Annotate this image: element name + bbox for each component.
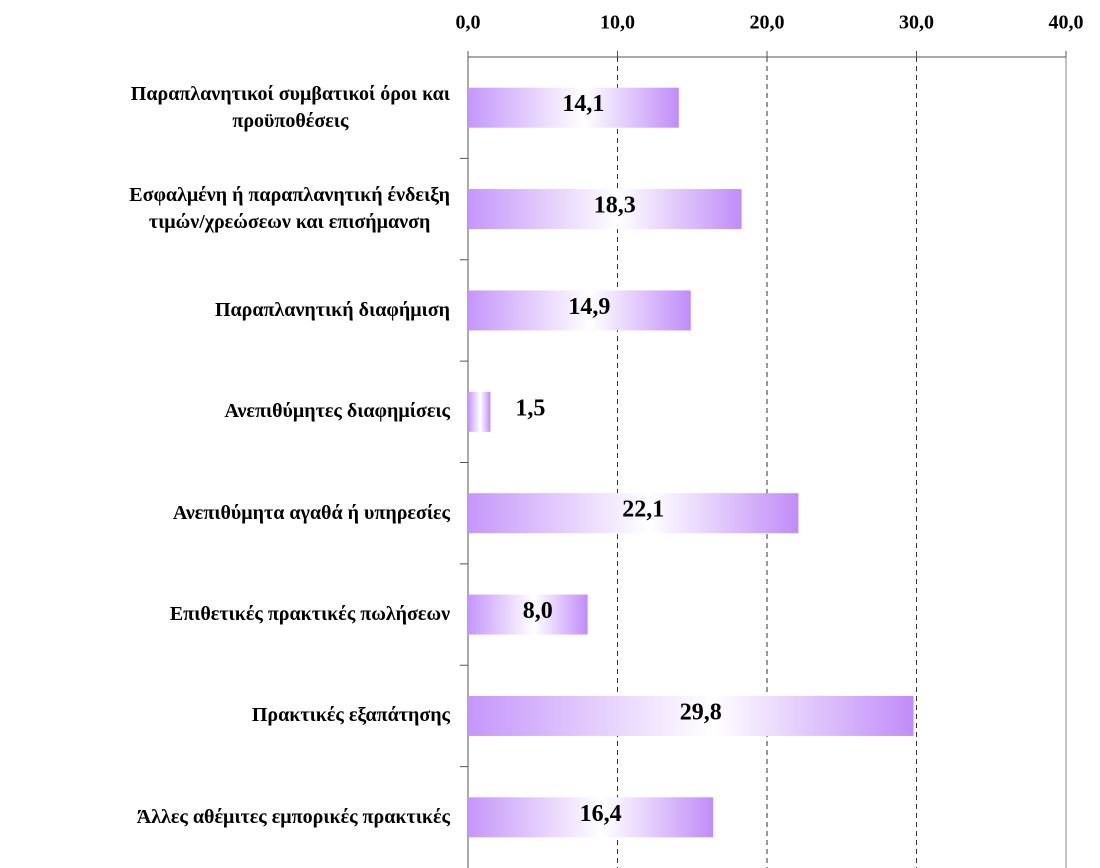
x-tick-label: 40,0 xyxy=(1049,12,1084,34)
category-text: Παραπλανητικοί συμβατικοί όροι και προϋπ… xyxy=(130,82,450,132)
category-label: Πρακτικές εξαπάτησης xyxy=(0,681,450,751)
category-text: Παραπλανητική διαφήμιση xyxy=(214,298,450,321)
category-text: Ανεπιθύμητα αγαθά ή υπηρεσίες xyxy=(172,501,450,524)
category-text: Πρακτικές εξαπάτησης xyxy=(251,704,450,727)
bar xyxy=(468,493,799,534)
x-tick-label: 10,0 xyxy=(600,12,635,34)
category-text: Εσφαλμένη ή παραπλανητική ένδειξη τιμών/… xyxy=(129,184,450,234)
category-label: Παραπλανητικοί συμβατικοί όροι και προϋπ… xyxy=(0,73,450,143)
x-tick-label: 0,0 xyxy=(456,12,481,34)
value-label: 18,3 xyxy=(594,193,636,219)
category-label: Εσφαλμένη ή παραπλανητική ένδειξη τιμών/… xyxy=(0,174,450,244)
value-label: 14,9 xyxy=(568,294,610,320)
category-text: Ανεπιθύμητες διαφημίσεις xyxy=(224,400,451,423)
bar xyxy=(468,87,679,128)
bar xyxy=(468,594,588,635)
bar xyxy=(468,189,742,230)
bar xyxy=(468,695,914,736)
category-label: Παραπλανητική διαφήμιση xyxy=(0,275,450,345)
value-label: 8,0 xyxy=(523,598,553,624)
category-label: Ανεπιθύμητες διαφημίσεις xyxy=(0,377,451,447)
value-label: 14,1 xyxy=(562,91,604,117)
category-text: Άλλες αθέμιτες εμπορικές πρακτικές xyxy=(136,805,450,828)
category-label: Άλλες αθέμιτες εμπορικές πρακτικές xyxy=(0,782,450,852)
value-label: 1,5 xyxy=(515,395,545,421)
value-label: 16,4 xyxy=(580,801,622,827)
category-label: Επιθετικές πρακτικές πωλήσεων xyxy=(0,580,450,650)
bar xyxy=(468,797,714,838)
value-label: 22,1 xyxy=(622,497,664,523)
bar xyxy=(468,290,691,331)
value-label: 29,8 xyxy=(680,699,722,725)
category-label: Ανεπιθύμητα αγαθά ή υπηρεσίες xyxy=(0,478,450,548)
category-text: Επιθετικές πρακτικές πωλήσεων xyxy=(169,603,450,626)
bar xyxy=(468,391,491,432)
x-tick-label: 20,0 xyxy=(750,12,785,34)
x-tick-label: 30,0 xyxy=(899,12,934,34)
